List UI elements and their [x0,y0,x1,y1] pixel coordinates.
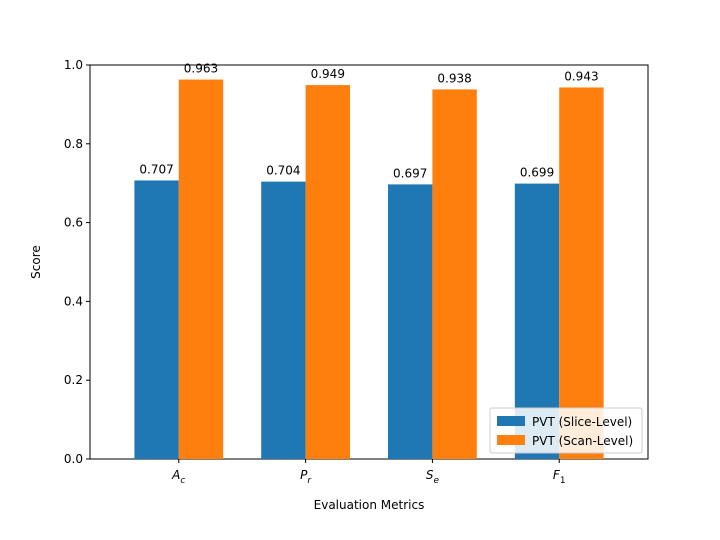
bar-scan-0 [178,79,224,459]
bar-slice-2 [388,184,433,459]
data-label: 0.697 [393,166,427,180]
legend-box [489,407,643,454]
data-label: 0.938 [437,71,471,85]
y-tick-label: 1.0 [64,58,83,72]
y-tick-label: 0.0 [64,452,83,466]
x-tick-label: Ac [171,468,185,486]
bar-slice-1 [261,181,306,459]
bar-scan-1 [305,85,350,460]
data-label: 0.949 [311,67,345,81]
x-axis-title: Evaluation Metrics [314,498,425,512]
y-tick-label: 0.2 [64,373,83,387]
bar-scan-2 [432,89,477,459]
legend-label: PVT (Scan-Level) [532,434,633,448]
x-tick-label: Se [426,468,440,486]
legend-swatch [497,435,525,445]
y-axis-title: Score [29,245,43,279]
data-label: 0.707 [139,162,173,176]
x-tick-label: F1 [553,468,566,486]
data-label: 0.943 [564,69,598,83]
y-tick-label: 0.4 [64,294,83,308]
bar-scan-3 [559,87,604,459]
plot-area [89,64,649,460]
y-tick-label: 0.6 [64,216,83,230]
data-label: 0.963 [184,62,218,76]
y-tick-label: 0.8 [64,137,83,151]
legend-swatch [497,416,525,426]
bar-slice-0 [134,180,179,459]
legend: PVT (Slice-Level) PVT (Scan-Level) [489,407,643,454]
data-label: 0.704 [266,164,300,178]
legend-label: PVT (Slice-Level) [532,415,632,429]
data-label: 0.699 [520,166,554,180]
x-tick-label: Pr [300,468,312,486]
